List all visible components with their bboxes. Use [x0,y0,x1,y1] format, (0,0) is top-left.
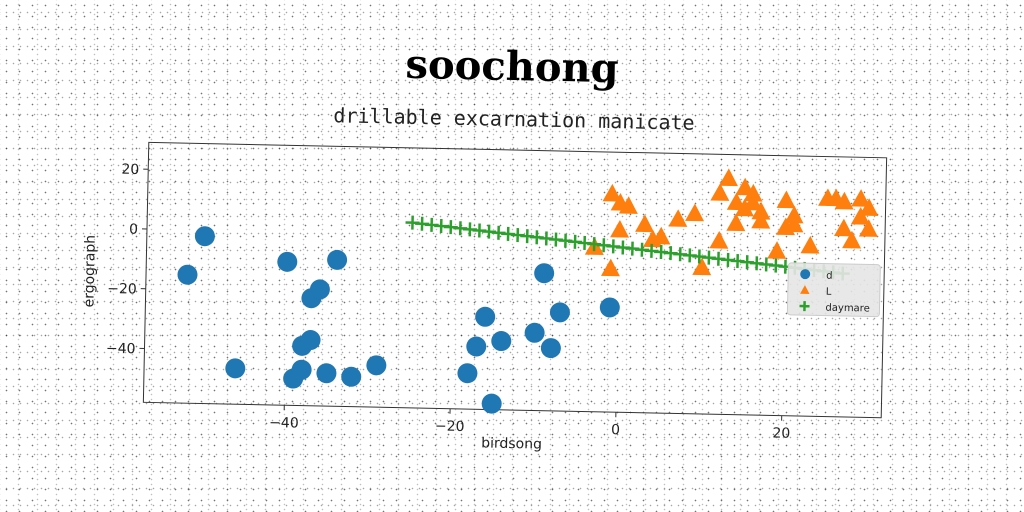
data-point-d [309,279,330,300]
data-point-L [776,190,796,209]
data-point-L [726,213,746,232]
plot-frame [142,141,888,419]
data-point-L [784,214,804,233]
legend-label: daymare [825,303,870,315]
data-point-d [491,331,512,352]
data-point-L [651,226,671,245]
data-point-d [475,306,496,327]
data-point-d [327,249,348,270]
y-tick-label: −20 [107,281,137,298]
plot-area: −40 −20 0 20 20 0 −20 −40 birdsong ergograph dLday… [81,141,888,453]
data-point-d [599,297,620,318]
data-point-L [710,183,730,201]
data-point-d [457,363,478,384]
chart-title: soochong [405,41,619,92]
data-point-d [277,251,298,272]
data-point-L [834,191,854,210]
data-point-L [734,198,754,217]
data-point-d [225,358,246,379]
data-point-L [718,168,738,187]
data-point-d [549,302,570,323]
data-point-L [850,207,870,225]
y-tick-label: 20 [121,162,139,178]
data-point-L [834,218,854,237]
legend-marker-L [800,285,810,294]
x-tick-label: 20 [772,425,790,441]
legend-marker-daymare [799,301,810,312]
data-point-L [618,196,638,214]
y-axis-label: ergograph [81,235,99,308]
data-point-d [524,322,545,343]
data-point-d [300,330,321,351]
data-point-d [466,336,487,357]
series-d [177,226,620,414]
data-point-d [341,366,362,387]
chart-subtitle: drillable excarnation manicate [333,103,695,135]
data-point-L [668,209,688,227]
data-point-d [366,355,387,376]
legend-marker-d [800,269,811,280]
data-point-L [751,201,771,220]
data-point-d [316,363,337,384]
data-point-d [177,264,198,285]
x-axis-label: birdsong [481,435,542,452]
legend-box [786,262,881,318]
data-point-L [743,183,763,202]
series-L [584,168,879,277]
y-tick-label: −40 [106,341,136,358]
y-tick-label: 0 [129,222,138,238]
data-point-L [743,192,763,211]
data-point-d [194,226,215,247]
data-point-L [784,205,804,224]
data-point-d [481,393,502,414]
legend-label: L [826,287,832,298]
data-point-L [600,258,620,277]
x-tick-label: −20 [435,418,465,435]
data-point-L [602,183,622,202]
legend-label: d [826,271,833,282]
data-point-L [842,230,862,249]
data-point-L [800,235,820,254]
data-point-d [534,263,555,284]
data-point-L [767,241,787,259]
data-point-L [635,214,655,233]
data-point-L [851,189,871,207]
data-point-d [540,338,561,359]
data-point-L [692,257,712,276]
data-point-L [751,210,771,229]
data-point-L [859,198,879,216]
data-point-L [858,219,878,237]
data-point-d [291,359,312,380]
data-point-L [685,203,705,222]
x-tick-label: −40 [269,415,299,432]
x-tick-label: 0 [611,422,620,438]
data-point-L [610,219,630,238]
data-point-L [709,230,729,249]
